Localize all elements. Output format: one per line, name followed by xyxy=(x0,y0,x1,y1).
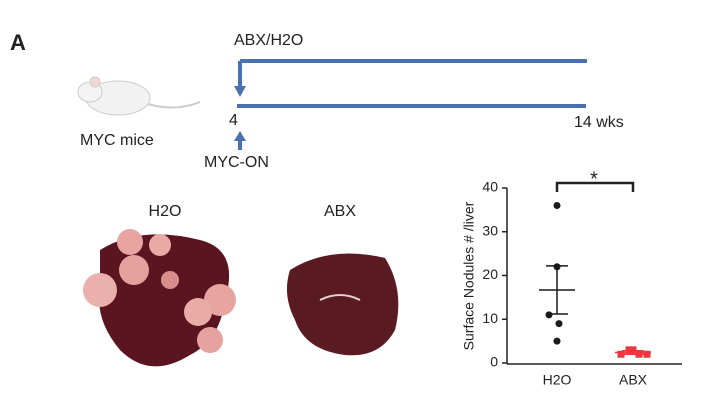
data-point xyxy=(629,346,637,354)
induction-label: MYC-ON xyxy=(204,154,269,171)
mouse-label: MYC mice xyxy=(80,132,154,149)
data-point xyxy=(553,337,561,345)
start-label: 4 xyxy=(229,112,238,129)
significance-label: * xyxy=(590,168,598,190)
y-tick-label: 40 xyxy=(482,179,498,195)
y-axis-label: Surface Nodules # /liver xyxy=(461,201,477,350)
photo-label: H2O xyxy=(149,203,182,220)
data-point xyxy=(635,350,643,358)
timeline-arrows xyxy=(234,59,587,150)
y-tick-label: 20 xyxy=(482,266,498,282)
data-point xyxy=(553,263,561,271)
panel-label: A xyxy=(10,30,26,55)
significance-bracket xyxy=(555,181,635,192)
x-tick-label: H2O xyxy=(543,372,572,388)
liver-photo xyxy=(83,229,236,367)
y-tick-label: 0 xyxy=(490,354,498,370)
data-point xyxy=(545,311,553,319)
data-point xyxy=(643,350,651,358)
data-point xyxy=(617,350,625,358)
mouse-icon xyxy=(77,76,201,116)
data-point xyxy=(625,346,633,354)
y-tick-label: 30 xyxy=(482,222,498,238)
y-tick-label: 10 xyxy=(482,310,498,326)
x-tick-label: ABX xyxy=(619,372,648,388)
liver-photo xyxy=(286,253,399,356)
data-point xyxy=(553,202,561,209)
photo-label: ABX xyxy=(324,203,356,220)
data-point xyxy=(555,320,563,328)
treatment-label: ABX/H2O xyxy=(234,32,303,49)
end-label: 14 wks xyxy=(574,114,624,131)
